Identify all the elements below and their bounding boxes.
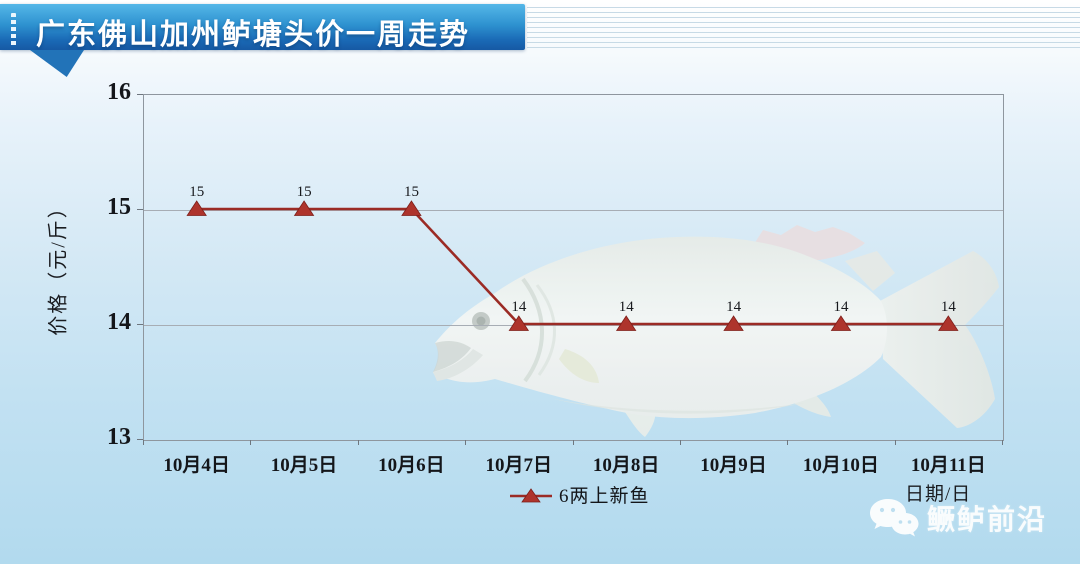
y-tick-label: 15 (107, 194, 131, 220)
data-point-label: 15 (189, 184, 204, 200)
plot-area (143, 94, 1004, 441)
x-tick-label: 10月8日 (592, 455, 660, 476)
data-point-marker (615, 315, 637, 331)
data-point-marker (938, 315, 959, 331)
title-banner: 广东佛山加州鲈塘头价一周走势 (0, 4, 525, 51)
bass-fish-image (433, 225, 999, 437)
data-point-marker (723, 315, 744, 331)
data-point-label: 14 (511, 299, 527, 315)
data-point-marker (186, 200, 207, 216)
data-point-marker (508, 315, 530, 331)
data-point-marker (830, 315, 852, 331)
x-tick-mark (465, 440, 467, 445)
x-tick-label: 10月4日 (163, 455, 230, 476)
x-tick-mark (357, 440, 359, 445)
gridline (144, 210, 1003, 211)
data-point-label: 15 (404, 184, 419, 200)
watermark: 鳜鲈前沿 (868, 497, 1047, 539)
x-tick-mark (572, 440, 574, 445)
data-point-label: 14 (941, 299, 957, 315)
data-point-label: 14 (833, 299, 849, 315)
y-tick-mark (137, 324, 143, 325)
y-tick-label: 14 (107, 309, 131, 335)
page-title: 广东佛山加州鲈塘头价一周走势 (36, 19, 471, 51)
y-tick-label: 16 (107, 79, 131, 105)
legend-series-label: 6两上新鱼 (559, 486, 650, 507)
x-tick-label: 10月10日 (802, 455, 879, 476)
dotted-line-decoration (11, 13, 16, 46)
x-tick-label: 10月6日 (378, 455, 445, 476)
x-tick-label: 10月5日 (270, 455, 338, 476)
gridline (144, 325, 1003, 326)
y-tick-mark (137, 209, 143, 210)
legend: 6两上新鱼 (510, 481, 650, 508)
x-tick-mark (1002, 440, 1003, 445)
data-point-label: 14 (619, 299, 635, 315)
y-axis-title: 价格（元/斤） (47, 196, 70, 336)
header-stripes-decoration (527, 7, 1080, 49)
price-line-series: 15 15 15 14 14 14 14 14 (186, 184, 959, 331)
data-point-label: 15 (297, 184, 312, 200)
x-axis-unit: 日期/日 (905, 484, 972, 505)
y-tick-label: 13 (107, 424, 131, 450)
x-tick-mark (250, 440, 252, 445)
x-tick-label: 10月9日 (700, 455, 767, 476)
watermark-name: 鳜鲈前沿 (927, 504, 1048, 535)
y-tick-mark (137, 439, 143, 440)
banner-speech-tail (30, 50, 84, 77)
x-tick-label: 10月11日 (910, 455, 986, 476)
data-point-label: 14 (726, 299, 742, 315)
data-point-marker (293, 200, 315, 216)
x-tick-mark (787, 440, 789, 445)
wechat-icon (870, 499, 919, 537)
y-tick-mark (137, 94, 143, 95)
x-tick-mark (894, 440, 896, 445)
legend-triangle-marker-icon (510, 487, 552, 502)
x-tick-mark (143, 440, 144, 445)
x-tick-mark (679, 440, 681, 445)
x-tick-label: 10月7日 (485, 455, 553, 476)
data-point-marker (401, 200, 422, 216)
